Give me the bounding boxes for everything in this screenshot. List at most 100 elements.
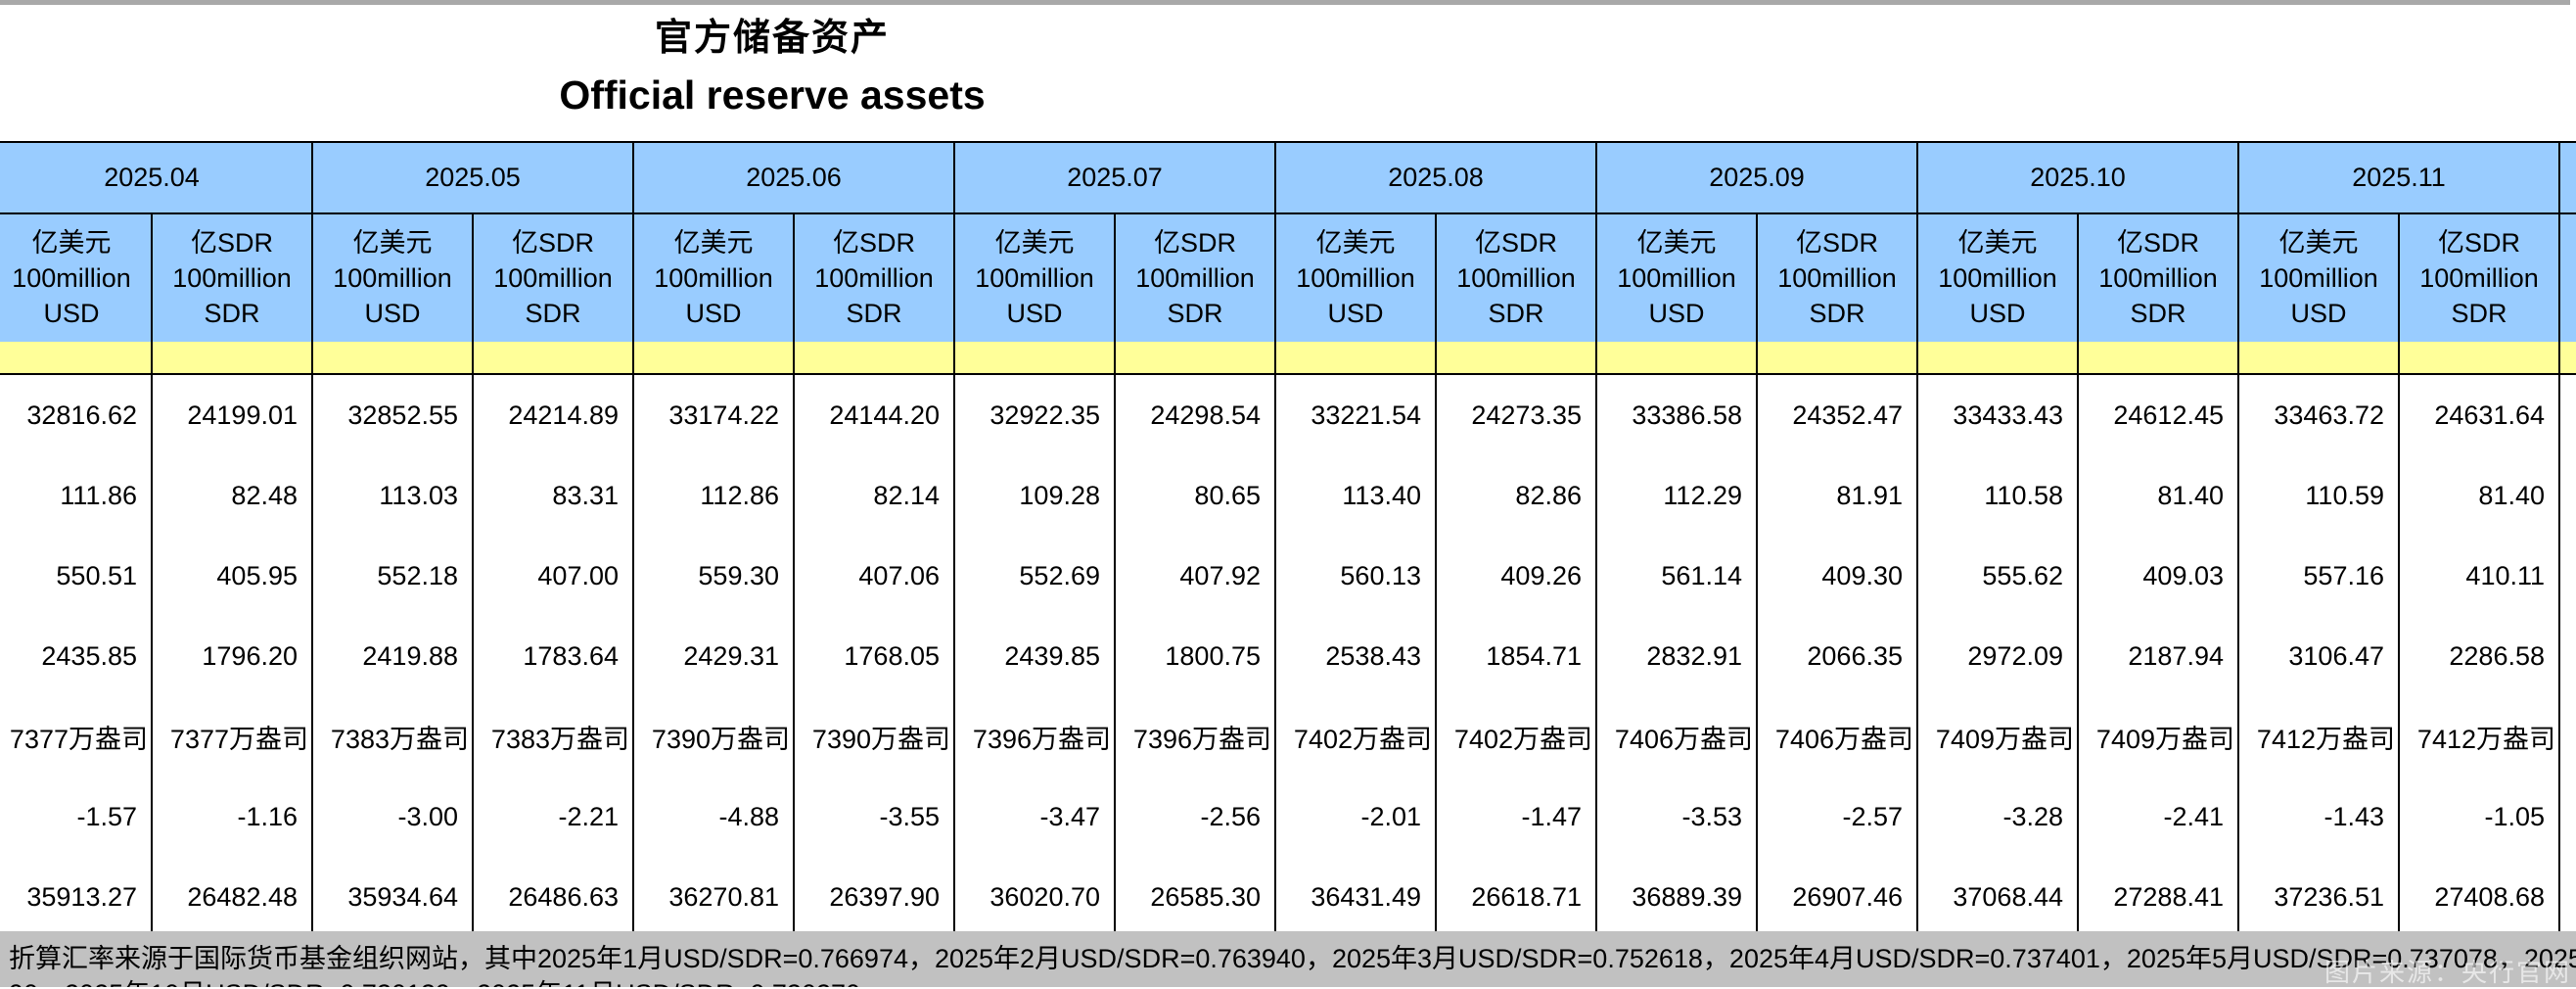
unit-header-line: SDR bbox=[1488, 299, 1544, 328]
unit-header-cell-sdr: 亿SDR 100million SDR bbox=[1437, 214, 1597, 342]
data-cell: 26486.63 bbox=[474, 857, 634, 937]
unit-header-cell-usd: 亿美元 100million USD bbox=[2239, 214, 2400, 342]
data-cell: 560.13 bbox=[1276, 536, 1437, 616]
month-header-cell: 2025.04 bbox=[0, 143, 313, 212]
data-cell: 1768.05 bbox=[795, 616, 955, 696]
page-title: 官方储备资产 Official reserve assets bbox=[0, 16, 1544, 120]
unit-header-row: 亿美元 100million USD 亿SDR 100million SDR 亿美元 100m… bbox=[0, 214, 2576, 342]
data-cell: 83.31 bbox=[474, 455, 634, 536]
yellow-spacer-cell bbox=[0, 342, 153, 373]
data-cell: 1783.64 bbox=[474, 616, 634, 696]
month-header-cell: 2025.11 bbox=[2239, 143, 2560, 212]
month-header-row: 2025.04 2025.05 2025.06 2025.07 2025.08 2025.… bbox=[0, 141, 2576, 214]
yellow-spacer-cell bbox=[795, 342, 955, 373]
unit-header-cell-sdr: 亿SDR 100million SDR bbox=[1116, 214, 1276, 342]
data-cell: 24352.47 bbox=[1758, 375, 1918, 455]
data-cell: 409.26 bbox=[1437, 536, 1597, 616]
data-cell: 552.18 bbox=[313, 536, 474, 616]
footnote-line-2: 90，2025年10月USD/SDR=0.730139，2025年11月USD/… bbox=[9, 972, 860, 987]
table-data-area: 32816.62 24199.01 32852.55 24214.89 33174.22… bbox=[0, 375, 2576, 939]
table-row: 32816.62 24199.01 32852.55 24214.89 33174.22… bbox=[0, 375, 2576, 455]
data-cell: 7412万盎司 bbox=[2400, 696, 2560, 777]
table-row: -1.57 -1.16 -3.00 -2.21 -4.88 -3.55 -3.47 -2.56… bbox=[0, 777, 2576, 857]
unit-header-line: 100million bbox=[1617, 263, 1736, 293]
data-cell: 37236.51 bbox=[2239, 857, 2400, 937]
yellow-spacer-cell bbox=[1116, 342, 1276, 373]
image-source-watermark: 图片来源：央行官网 bbox=[2323, 958, 2571, 987]
data-cell: 24144.20 bbox=[795, 375, 955, 455]
table-row: 2435.85 1796.20 2419.88 1783.64 2429.31 1768.… bbox=[0, 616, 2576, 696]
data-cell: 409.03 bbox=[2079, 536, 2239, 616]
data-cell: 2187.94 bbox=[2079, 616, 2239, 696]
unit-header-line: USD bbox=[1327, 299, 1384, 328]
data-cell: 7383万盎司 bbox=[313, 696, 474, 777]
unit-header-line: 亿美元 bbox=[994, 228, 1075, 258]
unit-header-line: USD bbox=[1648, 299, 1705, 328]
unit-header-line: USD bbox=[43, 299, 100, 328]
unit-header-line: 100million bbox=[654, 263, 773, 293]
unit-header-line: 100million bbox=[172, 263, 292, 293]
data-cell: 36270.81 bbox=[634, 857, 795, 937]
data-cell: 81.40 bbox=[2079, 455, 2239, 536]
data-cell: 112.86 bbox=[634, 455, 795, 536]
yellow-spacer-cell-clipped bbox=[2560, 342, 2576, 373]
unit-header-cell-sdr: 亿SDR 100million SDR bbox=[153, 214, 313, 342]
unit-header-line: 100million bbox=[2419, 263, 2539, 293]
data-cell: 7402万盎司 bbox=[1437, 696, 1597, 777]
data-cell: -1.16 bbox=[153, 777, 313, 857]
yellow-spacer-cell bbox=[2400, 342, 2560, 373]
data-cell: 7390万盎司 bbox=[795, 696, 955, 777]
unit-header-line: 亿美元 bbox=[352, 228, 433, 258]
unit-header-line: 100million bbox=[2259, 263, 2378, 293]
data-cell: 27408.68 bbox=[2400, 857, 2560, 937]
data-cell: -3.28 bbox=[1918, 777, 2079, 857]
yellow-spacer-cell bbox=[1437, 342, 1597, 373]
data-cell: 33174.22 bbox=[634, 375, 795, 455]
data-cell: 1796.20 bbox=[153, 616, 313, 696]
unit-header-line: 亿SDR bbox=[1474, 228, 1557, 258]
title-english: Official reserve assets bbox=[559, 71, 986, 118]
data-cell: 2066.35 bbox=[1758, 616, 1918, 696]
data-cell: 33386.58 bbox=[1597, 375, 1758, 455]
data-cell: -1.05 bbox=[2400, 777, 2560, 857]
data-cell: 552.69 bbox=[955, 536, 1116, 616]
data-cell: 7402万盎司 bbox=[1276, 696, 1437, 777]
unit-header-cell-usd: 亿美元 100million USD bbox=[634, 214, 795, 342]
data-cell: 405.95 bbox=[153, 536, 313, 616]
data-cell: -1.57 bbox=[0, 777, 153, 857]
yellow-spacer-cell bbox=[2239, 342, 2400, 373]
unit-header-line: 亿SDR bbox=[190, 228, 273, 258]
data-cell: -2.21 bbox=[474, 777, 634, 857]
unit-header-cell-usd: 亿美元 100million USD bbox=[313, 214, 474, 342]
unit-header-line: USD bbox=[2290, 299, 2347, 328]
unit-header-cell-sdr: 亿SDR 100million SDR bbox=[2400, 214, 2560, 342]
unit-header-line: 亿SDR bbox=[832, 228, 915, 258]
data-cell: 550.51 bbox=[0, 536, 153, 616]
data-cell: -2.01 bbox=[1276, 777, 1437, 857]
data-cell: 2538.43 bbox=[1276, 616, 1437, 696]
data-cell: -1.47 bbox=[1437, 777, 1597, 857]
data-cell: 33463.72 bbox=[2239, 375, 2400, 455]
data-cell: 81.40 bbox=[2400, 455, 2560, 536]
data-cell: 80.65 bbox=[1116, 455, 1276, 536]
table-row: 111.86 82.48 113.03 83.31 112.86 82.14 109.28 8… bbox=[0, 455, 2576, 536]
data-cell: 557.16 bbox=[2239, 536, 2400, 616]
month-header-cell-clipped bbox=[2560, 143, 2576, 212]
data-cell: 112.29 bbox=[1597, 455, 1758, 536]
unit-header-cell-usd: 亿美元 100million USD bbox=[1276, 214, 1437, 342]
month-header-cell: 2025.07 bbox=[955, 143, 1276, 212]
data-cell: 24199.01 bbox=[153, 375, 313, 455]
data-cell: 555.62 bbox=[1918, 536, 2079, 616]
data-cell: -2.57 bbox=[1758, 777, 1918, 857]
yellow-spacer-cell bbox=[1276, 342, 1437, 373]
unit-header-line: 100million bbox=[1456, 263, 1576, 293]
unit-header-line: 100million bbox=[1938, 263, 2057, 293]
data-cell: 3106.47 bbox=[2239, 616, 2400, 696]
unit-header-line: 亿美元 bbox=[1636, 228, 1717, 258]
data-cell: 24273.35 bbox=[1437, 375, 1597, 455]
yellow-spacer-cell bbox=[313, 342, 474, 373]
data-cell: 109.28 bbox=[955, 455, 1116, 536]
data-cell: 110.59 bbox=[2239, 455, 2400, 536]
unit-header-line: SDR bbox=[525, 299, 581, 328]
unit-header-line: 100million bbox=[975, 263, 1094, 293]
